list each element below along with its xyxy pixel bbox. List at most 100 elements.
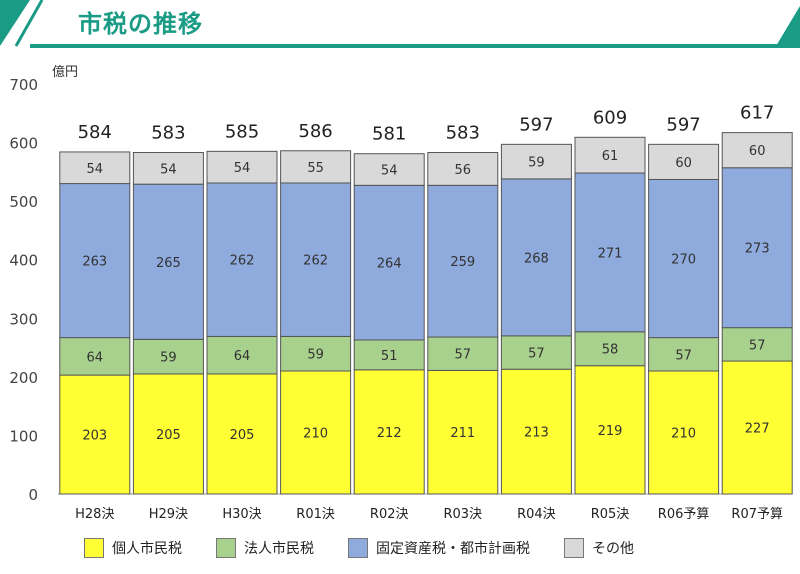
bar-segment [648, 178, 720, 339]
data-label: 61 [602, 149, 619, 164]
data-label: 51 [381, 349, 398, 364]
bar-segment [353, 153, 425, 186]
total-label: 617 [740, 103, 774, 124]
y-tick-label: 500 [9, 193, 38, 211]
data-label: 227 [745, 422, 770, 437]
data-label: 54 [234, 161, 251, 176]
header: 市税の推移 [0, 0, 800, 50]
x-tick-label: R04決 [517, 507, 556, 522]
legend-swatch-other [564, 538, 584, 558]
data-label: 54 [381, 164, 398, 179]
data-label: 57 [528, 347, 545, 362]
y-tick-label: 400 [9, 252, 38, 270]
legend-item-corporate: 法人市民税 [216, 538, 314, 558]
bar-segment [132, 152, 204, 185]
legend-item-property: 固定資産税・都市計画税 [348, 538, 530, 558]
bar-segment [574, 136, 646, 174]
data-label: 273 [745, 242, 770, 257]
data-label: 54 [160, 162, 177, 177]
bar-segment [721, 132, 793, 169]
legend-label-other: その他 [592, 541, 634, 557]
data-label: 56 [455, 163, 472, 178]
data-label: 55 [307, 161, 324, 176]
data-label: 58 [602, 343, 619, 358]
total-label: 584 [78, 122, 112, 143]
legend-label-property: 固定資産税・都市計画税 [376, 541, 530, 557]
data-label: 271 [598, 246, 623, 261]
data-label: 59 [528, 156, 545, 171]
bar-segment [721, 327, 793, 362]
total-label: 597 [666, 114, 700, 135]
data-label: 270 [671, 253, 696, 268]
data-label: 205 [156, 428, 181, 443]
bar-segment [59, 183, 131, 339]
data-label: 211 [450, 426, 475, 441]
y-tick-label: 0 [28, 486, 38, 504]
stacked-bar-chart: 億円 0 100 200 300 400 500 600 700 203 64 263 54 584 H28… [9, 64, 793, 522]
legend-swatch-individual [84, 538, 104, 558]
bar-segment [721, 360, 793, 495]
total-label: 609 [593, 107, 627, 128]
bar-segment [500, 178, 572, 337]
data-label: 57 [675, 348, 692, 363]
data-label: 259 [450, 255, 475, 270]
bar-segment [206, 373, 278, 495]
x-tick-label: R05決 [591, 507, 630, 522]
data-label: 210 [303, 427, 328, 442]
x-tick-label: H28決 [75, 507, 114, 522]
data-label: 262 [230, 254, 255, 269]
total-label: 585 [225, 121, 259, 142]
chart-area: 億円 0 100 200 300 400 500 600 700 203 64 263 54 584 H28… [0, 50, 800, 574]
legend-swatch-corporate [216, 538, 236, 558]
legend-label-individual: 個人市民税 [112, 541, 182, 557]
legend-item-individual: 個人市民税 [84, 538, 182, 558]
data-label: 213 [524, 426, 549, 441]
x-tick-label: R07予算 [731, 507, 783, 522]
total-label: 581 [372, 124, 406, 145]
y-tick-label: 300 [9, 310, 38, 328]
bar-segment [427, 184, 499, 338]
data-label: 262 [303, 254, 328, 269]
data-label: 268 [524, 251, 549, 266]
data-label: 205 [230, 428, 255, 443]
legend-swatch-property [348, 538, 368, 558]
header-decoration [0, 0, 800, 48]
data-label: 219 [598, 424, 623, 439]
legend-item-other: その他 [564, 538, 634, 558]
x-tick-label: R02決 [370, 507, 409, 522]
data-label: 57 [455, 348, 472, 363]
bar-segment [280, 370, 352, 495]
data-label: 64 [234, 349, 251, 364]
total-label: 583 [151, 123, 185, 144]
bar-segment [648, 370, 720, 495]
data-label: 57 [749, 338, 766, 353]
total-label: 586 [298, 121, 332, 142]
bar-segment [280, 150, 352, 184]
bar-segment [500, 335, 572, 370]
total-label: 583 [446, 123, 480, 144]
y-axis-unit-label: 億円 [52, 64, 78, 80]
bar-segment [280, 335, 352, 372]
bar-segment [500, 143, 572, 180]
data-label: 64 [87, 350, 104, 365]
bar-segment [427, 369, 499, 495]
bar-segment [427, 152, 499, 186]
bar-segment [132, 373, 204, 495]
legend: 個人市民税 法人市民税 固定資産税・都市計画税 その他 [84, 536, 668, 560]
x-tick-label: R03決 [444, 507, 483, 522]
bar-segment [132, 183, 204, 340]
bar-segment [59, 151, 131, 185]
data-label: 263 [82, 255, 107, 270]
bar-segment [59, 374, 131, 495]
bar-segment [132, 338, 204, 375]
y-tick-label: 600 [9, 135, 38, 153]
bar-segment [500, 368, 572, 495]
x-tick-label: R01決 [296, 507, 335, 522]
y-tick-label: 100 [9, 427, 38, 445]
bar-segment [574, 172, 646, 333]
data-label: 54 [87, 162, 104, 177]
bar-segment [206, 150, 278, 184]
data-label: 60 [675, 156, 692, 171]
bar-segment [206, 335, 278, 375]
x-tick-label: H30決 [222, 507, 261, 522]
